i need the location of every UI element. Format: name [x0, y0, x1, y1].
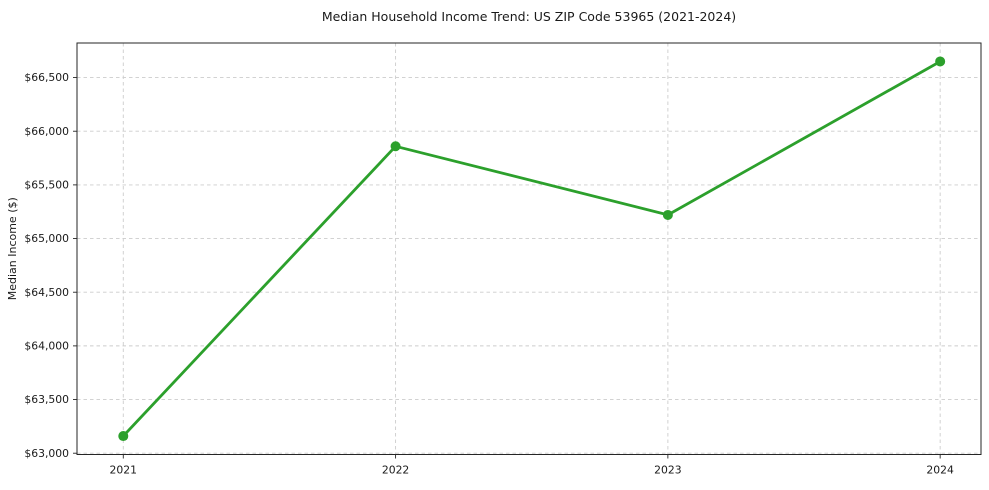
chart-title: Median Household Income Trend: US ZIP Co…	[321, 9, 737, 24]
x-tick-label: 2024	[926, 464, 954, 477]
y-tick-label: $66,000	[24, 125, 69, 138]
trend-line	[121, 60, 942, 438]
y-axis-label: Median Income ($)	[6, 197, 19, 300]
plot-border	[76, 42, 982, 455]
y-tick-label: $66,500	[24, 71, 69, 84]
x-tick-label: 2022	[382, 464, 409, 477]
y-tick-label: $65,000	[24, 232, 69, 245]
x-tick-label: 2023	[654, 464, 681, 477]
data-point-2023	[662, 209, 673, 220]
y-tick-label: $65,500	[24, 178, 69, 191]
data-point-2021	[118, 431, 129, 442]
x-tick-label: 2021	[110, 464, 137, 477]
y-tick-label: $64,500	[24, 286, 69, 299]
data-point-2022	[390, 141, 401, 152]
data-point-2024	[935, 56, 946, 67]
y-tick-label: $64,000	[24, 339, 69, 352]
y-tick-label: $63,000	[24, 447, 69, 460]
y-tick-label: $63,500	[24, 393, 69, 406]
